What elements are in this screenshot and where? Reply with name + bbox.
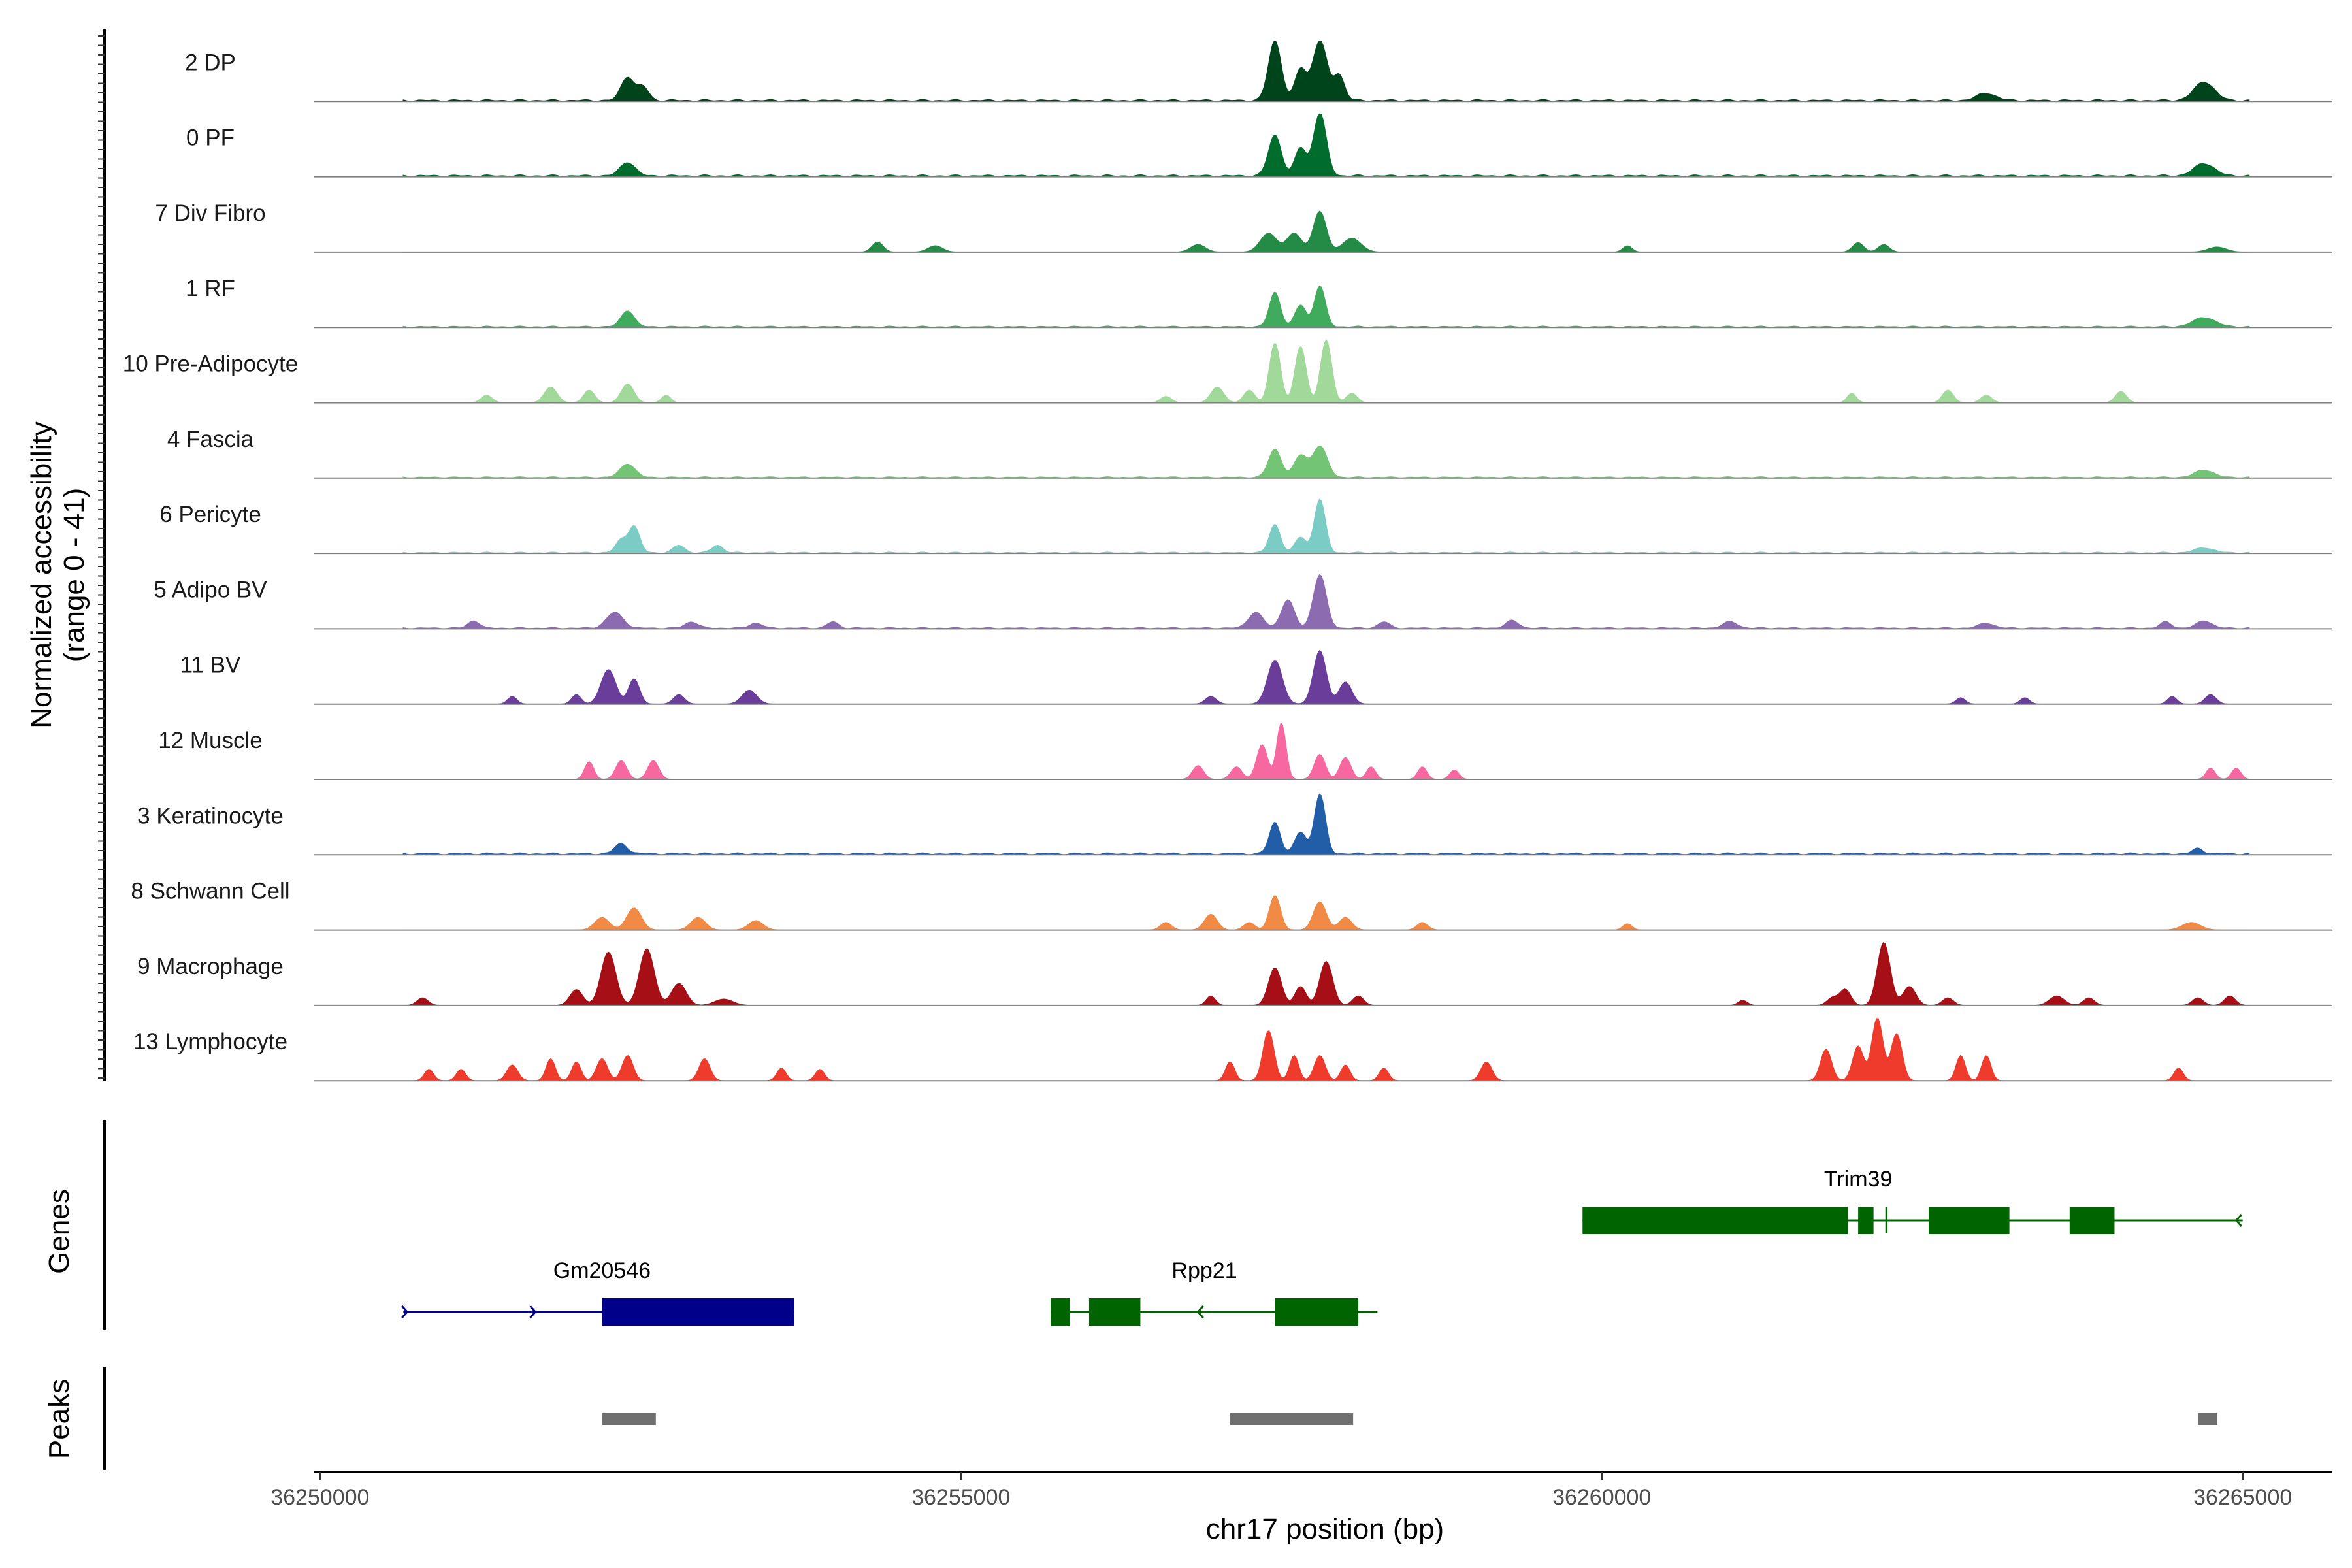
track-8-schwann-cell: 8 Schwann Cell: [131, 879, 2332, 931]
track-label: 13 Lymphocyte: [133, 1029, 287, 1054]
coverage-area: [402, 793, 2250, 856]
track-label: 5 Adipo BV: [154, 577, 267, 602]
track-label: 12 Muscle: [158, 728, 263, 753]
track-label: 0 PF: [186, 125, 235, 151]
track-4-fascia: 4 Fascia: [167, 427, 2332, 479]
track-1-rf: 1 RF: [186, 276, 2332, 329]
coverage-area: [402, 574, 2250, 630]
coverage-area: [403, 942, 2249, 1006]
coverage-area: [403, 1018, 2249, 1081]
track-6-pericyte: 6 Pericyte: [159, 498, 2332, 555]
track-label: 7 Div Fibro: [155, 201, 265, 226]
gene-label: Rpp21: [1171, 1258, 1237, 1283]
genes-track-label: Genes: [43, 1189, 75, 1274]
x-axis: 36250000 36255000 36260000 36265000: [270, 1471, 2332, 1510]
y-axis-range: (range 0 - 41): [58, 488, 90, 662]
called-peak: [602, 1413, 656, 1425]
track-5-adipo-bv: 5 Adipo BV: [154, 574, 2332, 630]
gene-exon: [1275, 1298, 1358, 1326]
track-label: 10 Pre-Adipocyte: [123, 351, 298, 377]
called-peak: [2198, 1413, 2217, 1425]
coverage-area: [403, 650, 2249, 705]
strand-arrow: [529, 1305, 537, 1318]
coverage-area: [403, 210, 2249, 253]
coverage-area: [403, 722, 2250, 780]
peaks-track-label: Peaks: [43, 1379, 75, 1459]
track-11-bv: 11 BV: [180, 650, 2332, 705]
track-7-div-fibro: 7 Div Fibro: [155, 201, 2332, 253]
track-9-macrophage: 9 Macrophage: [137, 942, 2332, 1006]
gene-trim39: Trim39: [1582, 1167, 2243, 1234]
coverage-area: [403, 895, 2249, 931]
coverage-area: [402, 113, 2250, 178]
gene-exon: [1929, 1207, 2010, 1234]
peaks-track: [602, 1413, 2217, 1425]
track-12-muscle: 12 Muscle: [158, 722, 2332, 780]
coverage-area: [402, 498, 2250, 554]
track-2-dp: 2 DP: [185, 40, 2332, 103]
gene-gm20546: Gm20546: [401, 1258, 794, 1326]
coverage-tracks: 2 DP 0 PF 7 Div Fibro 1 RF 10 Pre-Adipocyte 4…: [123, 40, 2332, 1082]
gene-exon: [2069, 1207, 2115, 1234]
track-label: 4 Fascia: [167, 427, 254, 452]
gene-rpp21: Rpp21: [1051, 1258, 1378, 1326]
track-13-lymphocyte: 13 Lymphocyte: [133, 1018, 2332, 1082]
gene-exon: [1582, 1207, 1848, 1234]
coverage-area: [402, 445, 2250, 479]
gene-exon: [1088, 1298, 1141, 1326]
coverage-y-axis: [98, 29, 106, 1081]
track-label: 11 BV: [180, 653, 241, 678]
track-label: 6 Pericyte: [159, 502, 261, 527]
x-tick-label: 36260000: [1552, 1485, 1651, 1510]
track-label: 2 DP: [185, 50, 236, 75]
track-10-pre-adipocyte: 10 Pre-Adipocyte: [123, 339, 2332, 404]
gene-exon: [602, 1298, 794, 1326]
track-0-pf: 0 PF: [186, 113, 2332, 178]
track-3-keratinocyte: 3 Keratinocyte: [137, 793, 2332, 856]
x-tick-label: 36265000: [2193, 1485, 2292, 1510]
track-label: 3 Keratinocyte: [137, 803, 284, 828]
x-tick-label: 36255000: [911, 1485, 1010, 1510]
genes-track: Gm20546 Rpp21 Trim39: [401, 1167, 2243, 1326]
x-axis-title: chr17 position (bp): [1206, 1513, 1444, 1545]
strand-arrow: [1196, 1305, 1204, 1318]
called-peak: [1230, 1413, 1354, 1425]
coverage-area: [402, 40, 2250, 103]
track-label: 1 RF: [186, 276, 235, 301]
gene-exon: [1051, 1298, 1070, 1326]
coverage-area: [402, 285, 2250, 328]
track-label: 8 Schwann Cell: [131, 879, 289, 904]
strand-arrow: [401, 1305, 409, 1318]
strand-arrow: [2234, 1214, 2242, 1227]
y-axis-title: Normalized accessibility: [25, 421, 57, 728]
coverage-area: [403, 339, 2249, 404]
x-tick-label: 36250000: [270, 1485, 369, 1510]
gene-exon: [1858, 1207, 1874, 1234]
track-label: 9 Macrophage: [137, 954, 284, 979]
gene-label: Trim39: [1824, 1167, 1893, 1192]
gene-label: Gm20546: [553, 1258, 651, 1283]
